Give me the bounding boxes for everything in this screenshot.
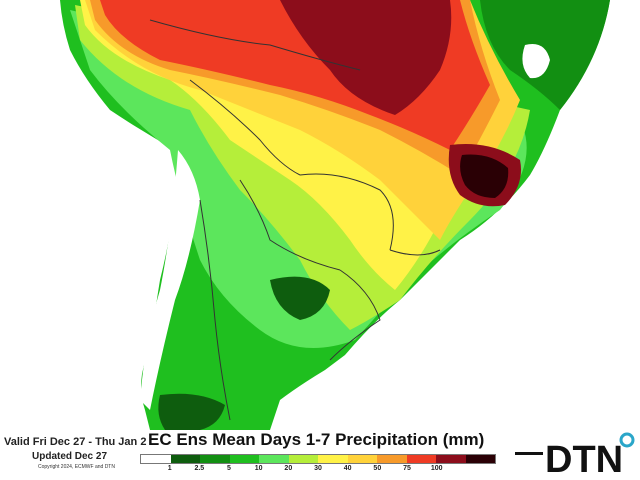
color-legend	[140, 454, 496, 464]
zone-south-dark	[270, 276, 330, 320]
map-footer: Valid Fri Dec 27 - Thu Jan 2 Updated Dec…	[0, 430, 640, 480]
legend-tick-label: 1	[167, 465, 172, 472]
legend-swatch	[465, 455, 495, 463]
legend-tick-label: 20	[284, 465, 293, 472]
zone-south-dark2	[158, 393, 225, 430]
legend-tick-label: 40	[343, 465, 352, 472]
valid-period-text: Valid Fri Dec 27 - Thu Jan 2	[4, 436, 147, 448]
legend-swatch	[170, 455, 200, 463]
map-title: EC Ens Mean Days 1-7 Precipitation (mm)	[148, 430, 485, 449]
legend-tick-label: 10	[254, 465, 263, 472]
updated-text: Updated Dec 27	[32, 451, 108, 462]
dtn-logo: DTN	[515, 432, 635, 478]
logo-text: DTN	[545, 439, 623, 478]
legend-tick-label: 30	[314, 465, 322, 472]
zone-150mm	[280, 0, 452, 115]
legend-swatch	[318, 455, 348, 463]
legend-swatch	[200, 455, 230, 463]
country-borders	[149, 19, 441, 421]
legend-swatch	[436, 455, 466, 463]
legend-tick-label: 100	[430, 465, 443, 472]
zone-coastal-dry	[522, 44, 550, 79]
precipitation-map	[60, 0, 610, 430]
copyright-text: Copyright 2024, ECMWF and DTN	[38, 464, 115, 470]
legend-tick-label: 2.5	[194, 465, 205, 472]
legend-swatch	[377, 455, 407, 463]
legend-swatch	[347, 455, 377, 463]
legend-swatch	[288, 455, 318, 463]
zone-dry-coast	[140, 150, 200, 410]
legend-tick-label: 5	[227, 465, 231, 472]
legend-tick-label: 75	[403, 465, 411, 472]
legend-swatch	[141, 455, 171, 463]
legend-swatch	[406, 455, 436, 463]
legend-swatch	[229, 455, 259, 463]
legend-swatch	[259, 455, 289, 463]
legend-tick-label: 50	[373, 465, 382, 472]
logo-accent-icon	[619, 432, 635, 448]
zone-max-core	[460, 154, 509, 198]
